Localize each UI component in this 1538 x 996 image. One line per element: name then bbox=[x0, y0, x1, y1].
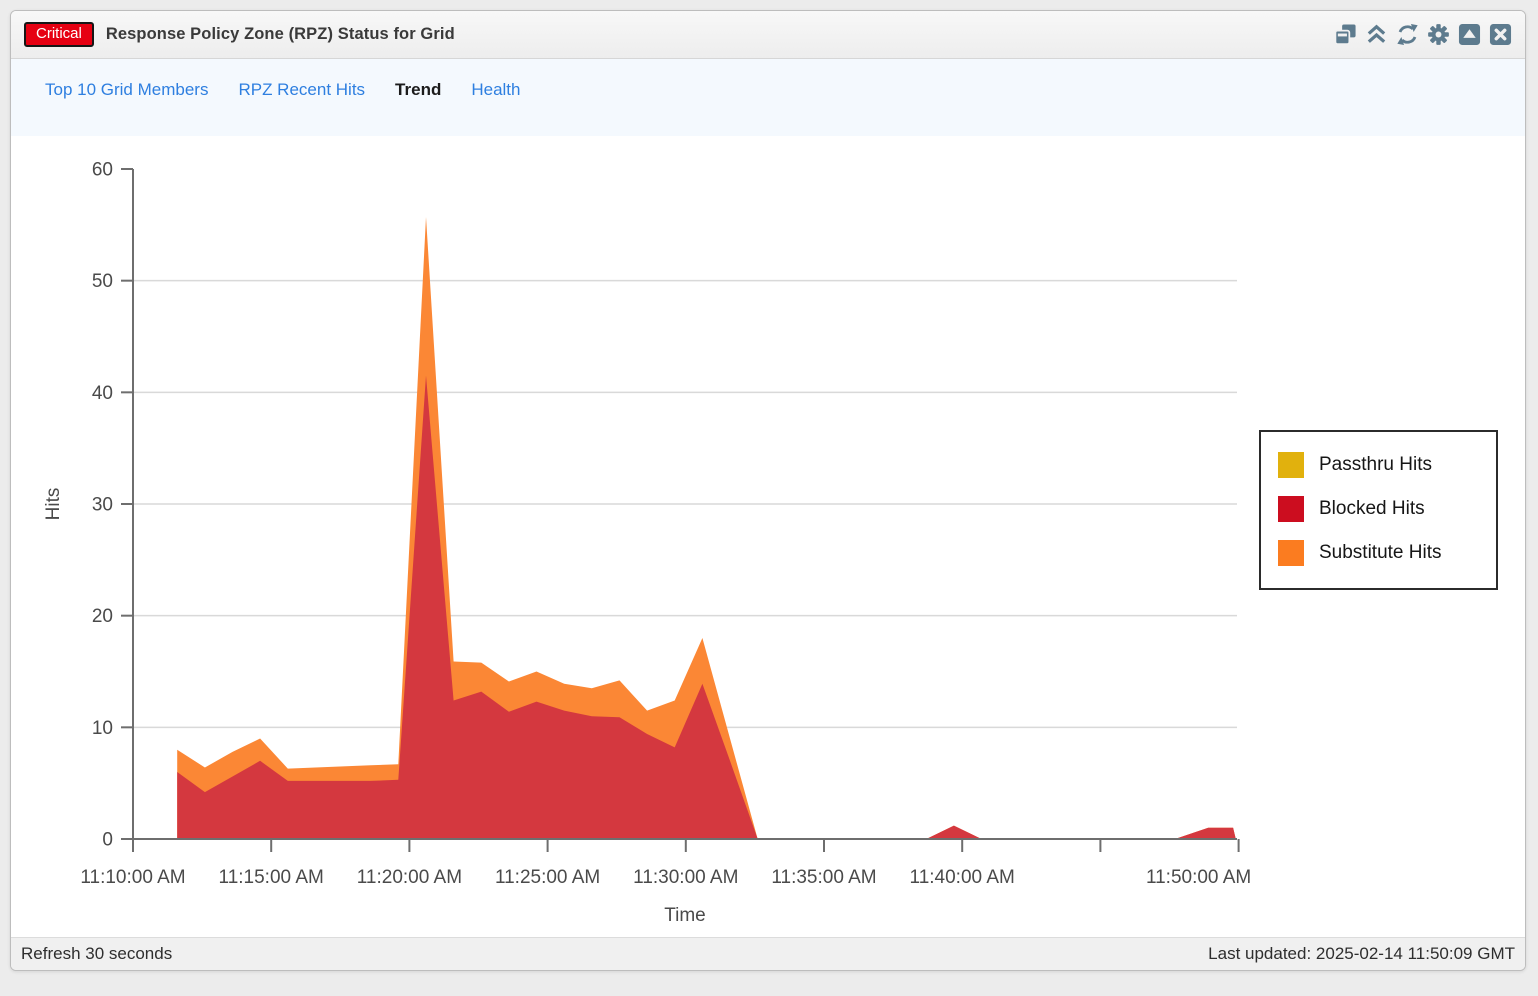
cascade-windows-icon[interactable] bbox=[1333, 23, 1357, 47]
last-updated-label: Last updated: 2025-02-14 11:50:09 GMT bbox=[1208, 944, 1515, 963]
svg-text:11:30:00 AM: 11:30:00 AM bbox=[633, 867, 738, 888]
svg-text:11:40:00 AM: 11:40:00 AM bbox=[910, 867, 1015, 888]
widget-tabbar: Top 10 Grid Members RPZ Recent Hits Tren… bbox=[11, 59, 1525, 136]
chart-legend: Passthru Hits Blocked Hits Substitute Hi… bbox=[1259, 430, 1498, 590]
svg-text:11:50:00 AM: 11:50:00 AM bbox=[1146, 867, 1251, 888]
close-panel-icon[interactable] bbox=[1488, 23, 1512, 47]
gridlines bbox=[133, 279, 1237, 729]
svg-text:0: 0 bbox=[102, 830, 113, 851]
substitute-hits-swatch bbox=[1278, 540, 1304, 566]
legend-label-blocked: Blocked Hits bbox=[1319, 498, 1425, 519]
widget-footer: Refresh 30 seconds Last updated: 2025-02… bbox=[11, 937, 1525, 970]
area-substitute-hits bbox=[177, 217, 1236, 839]
refresh-interval-label: Refresh 30 seconds bbox=[21, 944, 173, 963]
refresh-icon[interactable] bbox=[1395, 23, 1419, 47]
svg-text:10: 10 bbox=[92, 718, 113, 739]
svg-text:11:35:00 AM: 11:35:00 AM bbox=[771, 867, 876, 888]
widget-titlebar: Critical Response Policy Zone (RPZ) Stat… bbox=[11, 11, 1525, 59]
legend-item-blocked: Blocked Hits bbox=[1261, 487, 1496, 531]
area-blocked-hits bbox=[177, 375, 1236, 839]
svg-text:60: 60 bbox=[92, 160, 113, 181]
svg-text:11:15:00 AM: 11:15:00 AM bbox=[219, 867, 324, 888]
tab-rpz-recent-hits[interactable]: RPZ Recent Hits bbox=[238, 80, 366, 99]
svg-text:11:25:00 AM: 11:25:00 AM bbox=[495, 867, 600, 888]
rpz-status-widget: 0 10 20 30 40 50 60 11:10:00 AM 11:15:00 AM 11:20… bbox=[10, 10, 1526, 971]
y-axis-label: Hits bbox=[43, 488, 64, 521]
x-axis-label: Time bbox=[664, 905, 706, 926]
passthru-hits-swatch bbox=[1278, 452, 1304, 478]
svg-text:11:10:00 AM: 11:10:00 AM bbox=[80, 867, 185, 888]
svg-text:40: 40 bbox=[92, 383, 113, 404]
svg-text:50: 50 bbox=[92, 271, 113, 292]
blocked-hits-swatch bbox=[1278, 496, 1304, 522]
collapse-all-icon[interactable] bbox=[1364, 23, 1388, 47]
collapse-panel-icon[interactable] bbox=[1457, 23, 1481, 47]
svg-text:20: 20 bbox=[92, 606, 113, 627]
svg-text:30: 30 bbox=[92, 495, 113, 516]
legend-label-passthru: Passthru Hits bbox=[1319, 454, 1432, 475]
legend-label-substitute: Substitute Hits bbox=[1319, 542, 1442, 563]
settings-gear-icon[interactable] bbox=[1426, 23, 1450, 47]
widget-title: Response Policy Zone (RPZ) Status for Gr… bbox=[105, 25, 455, 43]
tab-top-10-grid-members[interactable]: Top 10 Grid Members bbox=[45, 80, 209, 99]
axes bbox=[121, 168, 1240, 852]
tab-trend[interactable]: Trend bbox=[395, 80, 442, 99]
legend-item-substitute: Substitute Hits bbox=[1261, 531, 1496, 575]
status-badge: Critical bbox=[24, 21, 94, 48]
tab-health[interactable]: Health bbox=[471, 80, 521, 99]
legend-item-passthru: Passthru Hits bbox=[1261, 443, 1496, 487]
svg-text:11:20:00 AM: 11:20:00 AM bbox=[357, 867, 462, 888]
window-controls bbox=[1333, 23, 1512, 47]
